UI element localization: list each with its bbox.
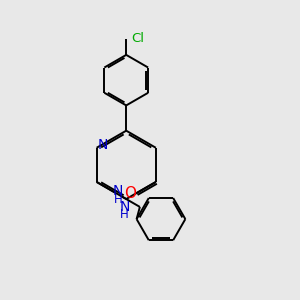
Text: N: N	[119, 200, 130, 214]
Text: H: H	[120, 208, 129, 221]
Text: H: H	[114, 193, 123, 206]
Text: Cl: Cl	[132, 32, 145, 45]
Text: O: O	[124, 186, 136, 201]
Text: N: N	[113, 184, 123, 198]
Text: N: N	[98, 138, 108, 152]
